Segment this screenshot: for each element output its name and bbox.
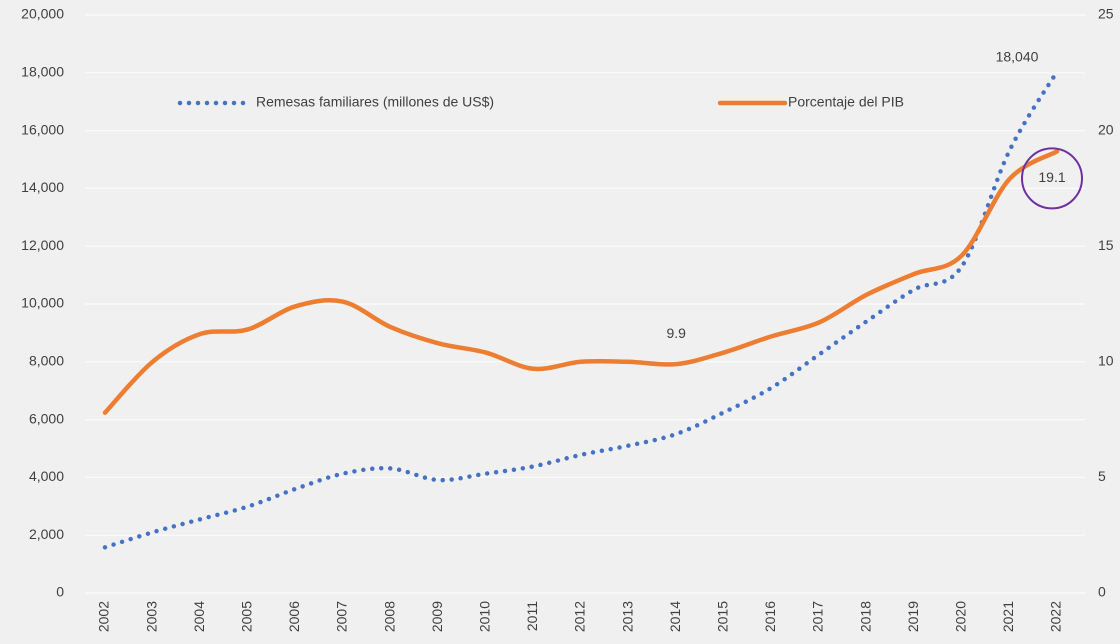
x-tick-label: 2010 [477, 601, 493, 632]
y2-tick-label: 0 [1098, 584, 1106, 600]
y-tick-label: 20,000 [21, 6, 64, 22]
x-tick-label: 2002 [96, 601, 112, 632]
x-tick-label: 2021 [1000, 601, 1016, 632]
x-tick-label: 2016 [762, 601, 778, 632]
x-tick-label: 2003 [143, 601, 159, 632]
data-label: 9.9 [666, 325, 686, 341]
y-tick-label: 10,000 [21, 295, 64, 311]
y2-tick-label: 15 [1098, 237, 1114, 253]
x-tick-label: 2006 [286, 601, 302, 632]
x-tick-label: 2014 [667, 601, 683, 632]
data-label: 18,040 [996, 49, 1039, 65]
x-tick-label: 2017 [810, 601, 826, 632]
x-tick-label: 2005 [239, 601, 255, 632]
y2-tick-label: 25 [1098, 6, 1114, 22]
highlight-circle [1021, 147, 1083, 210]
y2-tick-label: 5 [1098, 468, 1106, 484]
series-line [102, 149, 1060, 415]
y-tick-label: 12,000 [21, 237, 64, 253]
y-tick-label: 2,000 [29, 526, 64, 542]
y-tick-label: 14,000 [21, 179, 64, 195]
y-tick-label: 16,000 [21, 121, 64, 137]
y-tick-label: 4,000 [29, 468, 64, 484]
x-tick-label: 2011 [524, 601, 540, 631]
x-tick-label: 2015 [715, 601, 731, 632]
x-tick-label: 2012 [572, 601, 588, 632]
legend-label: Porcentaje del PIB [788, 94, 904, 110]
y2-tick-label: 10 [1098, 353, 1114, 369]
series-line [102, 69, 1060, 550]
y-tick-label: 6,000 [29, 410, 64, 426]
x-tick-label: 2008 [381, 601, 397, 632]
x-tick-label: 2020 [953, 601, 969, 632]
y-tick-label: 8,000 [29, 353, 64, 369]
y-tick-label: 18,000 [21, 64, 64, 80]
x-tick-label: 2009 [429, 601, 445, 632]
x-tick-label: 2022 [1048, 601, 1064, 632]
data-label: 19.1 [1038, 169, 1065, 185]
x-tick-label: 2018 [857, 601, 873, 632]
x-tick-label: 2019 [905, 601, 921, 632]
x-tick-label: 2007 [334, 601, 350, 632]
legend-label: Remesas familiares (millones de US$) [256, 94, 494, 110]
y-tick-label: 0 [56, 584, 64, 600]
x-tick-label: 2013 [619, 601, 635, 632]
x-tick-label: 2004 [191, 601, 207, 632]
y2-tick-label: 20 [1098, 121, 1114, 137]
